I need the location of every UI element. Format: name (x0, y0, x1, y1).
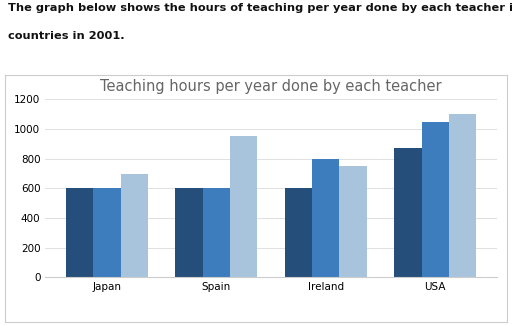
Bar (339, 166, 367, 277)
Text: The graph below shows the hours of teaching per year done by each teacher in fou: The graph below shows the hours of teach… (8, 3, 512, 13)
Bar (312, 159, 339, 277)
Bar (66, 188, 93, 277)
Bar (203, 188, 230, 277)
Bar (93, 188, 120, 277)
Bar (394, 148, 421, 277)
Bar (421, 122, 449, 277)
Bar (120, 174, 148, 277)
Title: Teaching hours per year done by each teacher: Teaching hours per year done by each tea… (100, 79, 442, 94)
Bar (175, 188, 203, 277)
Bar (449, 114, 476, 277)
Bar (285, 188, 312, 277)
Legend: Primary, Lower secondary, Upper secondary: Primary, Lower secondary, Upper secondar… (127, 322, 414, 325)
Text: countries in 2001.: countries in 2001. (8, 31, 124, 41)
Bar (230, 136, 258, 277)
